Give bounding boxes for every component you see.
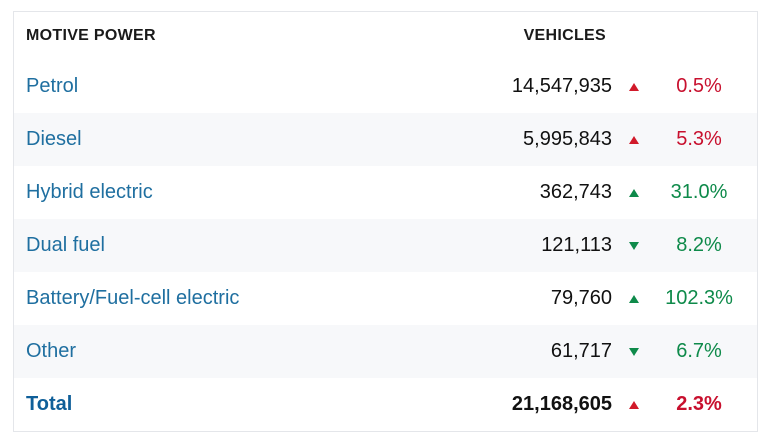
header-motive-power: MOTIVE POWER [26,27,156,44]
row-label-link[interactable]: Battery/Fuel-cell electric [26,287,240,309]
row-label-link[interactable]: Dual fuel [26,234,105,256]
total-vehicles: 21,168,605 [14,378,612,431]
arrow-up-icon [628,60,640,113]
table-header-row: MOTIVE POWER VEHICLES [14,12,757,61]
arrow-down-icon [628,325,640,378]
vehicles-value: 362,743 [539,181,612,203]
row-vehicles: 61,717 [14,325,612,378]
row-vehicles: 121,113 [14,219,612,272]
row-vehicles: 362,743 [14,166,612,219]
vehicles-value: 14,547,935 [511,75,612,97]
table-row: Hybrid electric 362,743 31.0% [14,166,757,219]
table-row: Dual fuel 121,113 8.2% [14,219,757,272]
row-label-link[interactable]: Other [26,340,77,362]
table-row: Battery/Fuel-cell electric 79,760 102.3% [14,272,757,325]
row-change: 102.3% [665,287,733,309]
row-vehicles: 5,995,843 [14,113,612,166]
row-change: 31.0% [670,181,728,203]
table-row: Diesel 5,995,843 5.3% [14,113,757,166]
row-change: 5.3% [676,128,722,150]
total-change: 2.3% [676,393,722,415]
vehicles-value: 61,717 [550,340,612,362]
total-vehicles-value: 21,168,605 [511,393,612,415]
row-vehicles: 14,547,935 [14,60,612,113]
arrow-up-icon [628,113,640,166]
vehicles-value: 79,760 [550,287,612,309]
vehicles-table: MOTIVE POWER VEHICLES Petrol 14,547,935 … [13,11,758,432]
table-row: Petrol 14,547,935 0.5% [14,60,757,113]
vehicles-value: 5,995,843 [523,128,612,150]
header-vehicles: VEHICLES [523,27,606,44]
arrow-down-icon [628,219,640,272]
row-label-link[interactable]: Hybrid electric [26,181,153,203]
total-label[interactable]: Total [26,393,73,415]
vehicles-value: 121,113 [541,234,612,256]
row-change: 0.5% [676,75,722,97]
table-total-row: Total 21,168,605 2.3% [14,378,757,431]
row-label-link[interactable]: Diesel [26,128,82,150]
row-label-link[interactable]: Petrol [26,75,79,97]
row-change: 8.2% [676,234,722,256]
arrow-up-icon [628,378,640,431]
arrow-up-icon [628,272,640,325]
table-row: Other 61,717 6.7% [14,325,757,378]
row-change: 6.7% [676,340,722,362]
row-vehicles: 79,760 [14,272,612,325]
arrow-up-icon [628,166,640,219]
